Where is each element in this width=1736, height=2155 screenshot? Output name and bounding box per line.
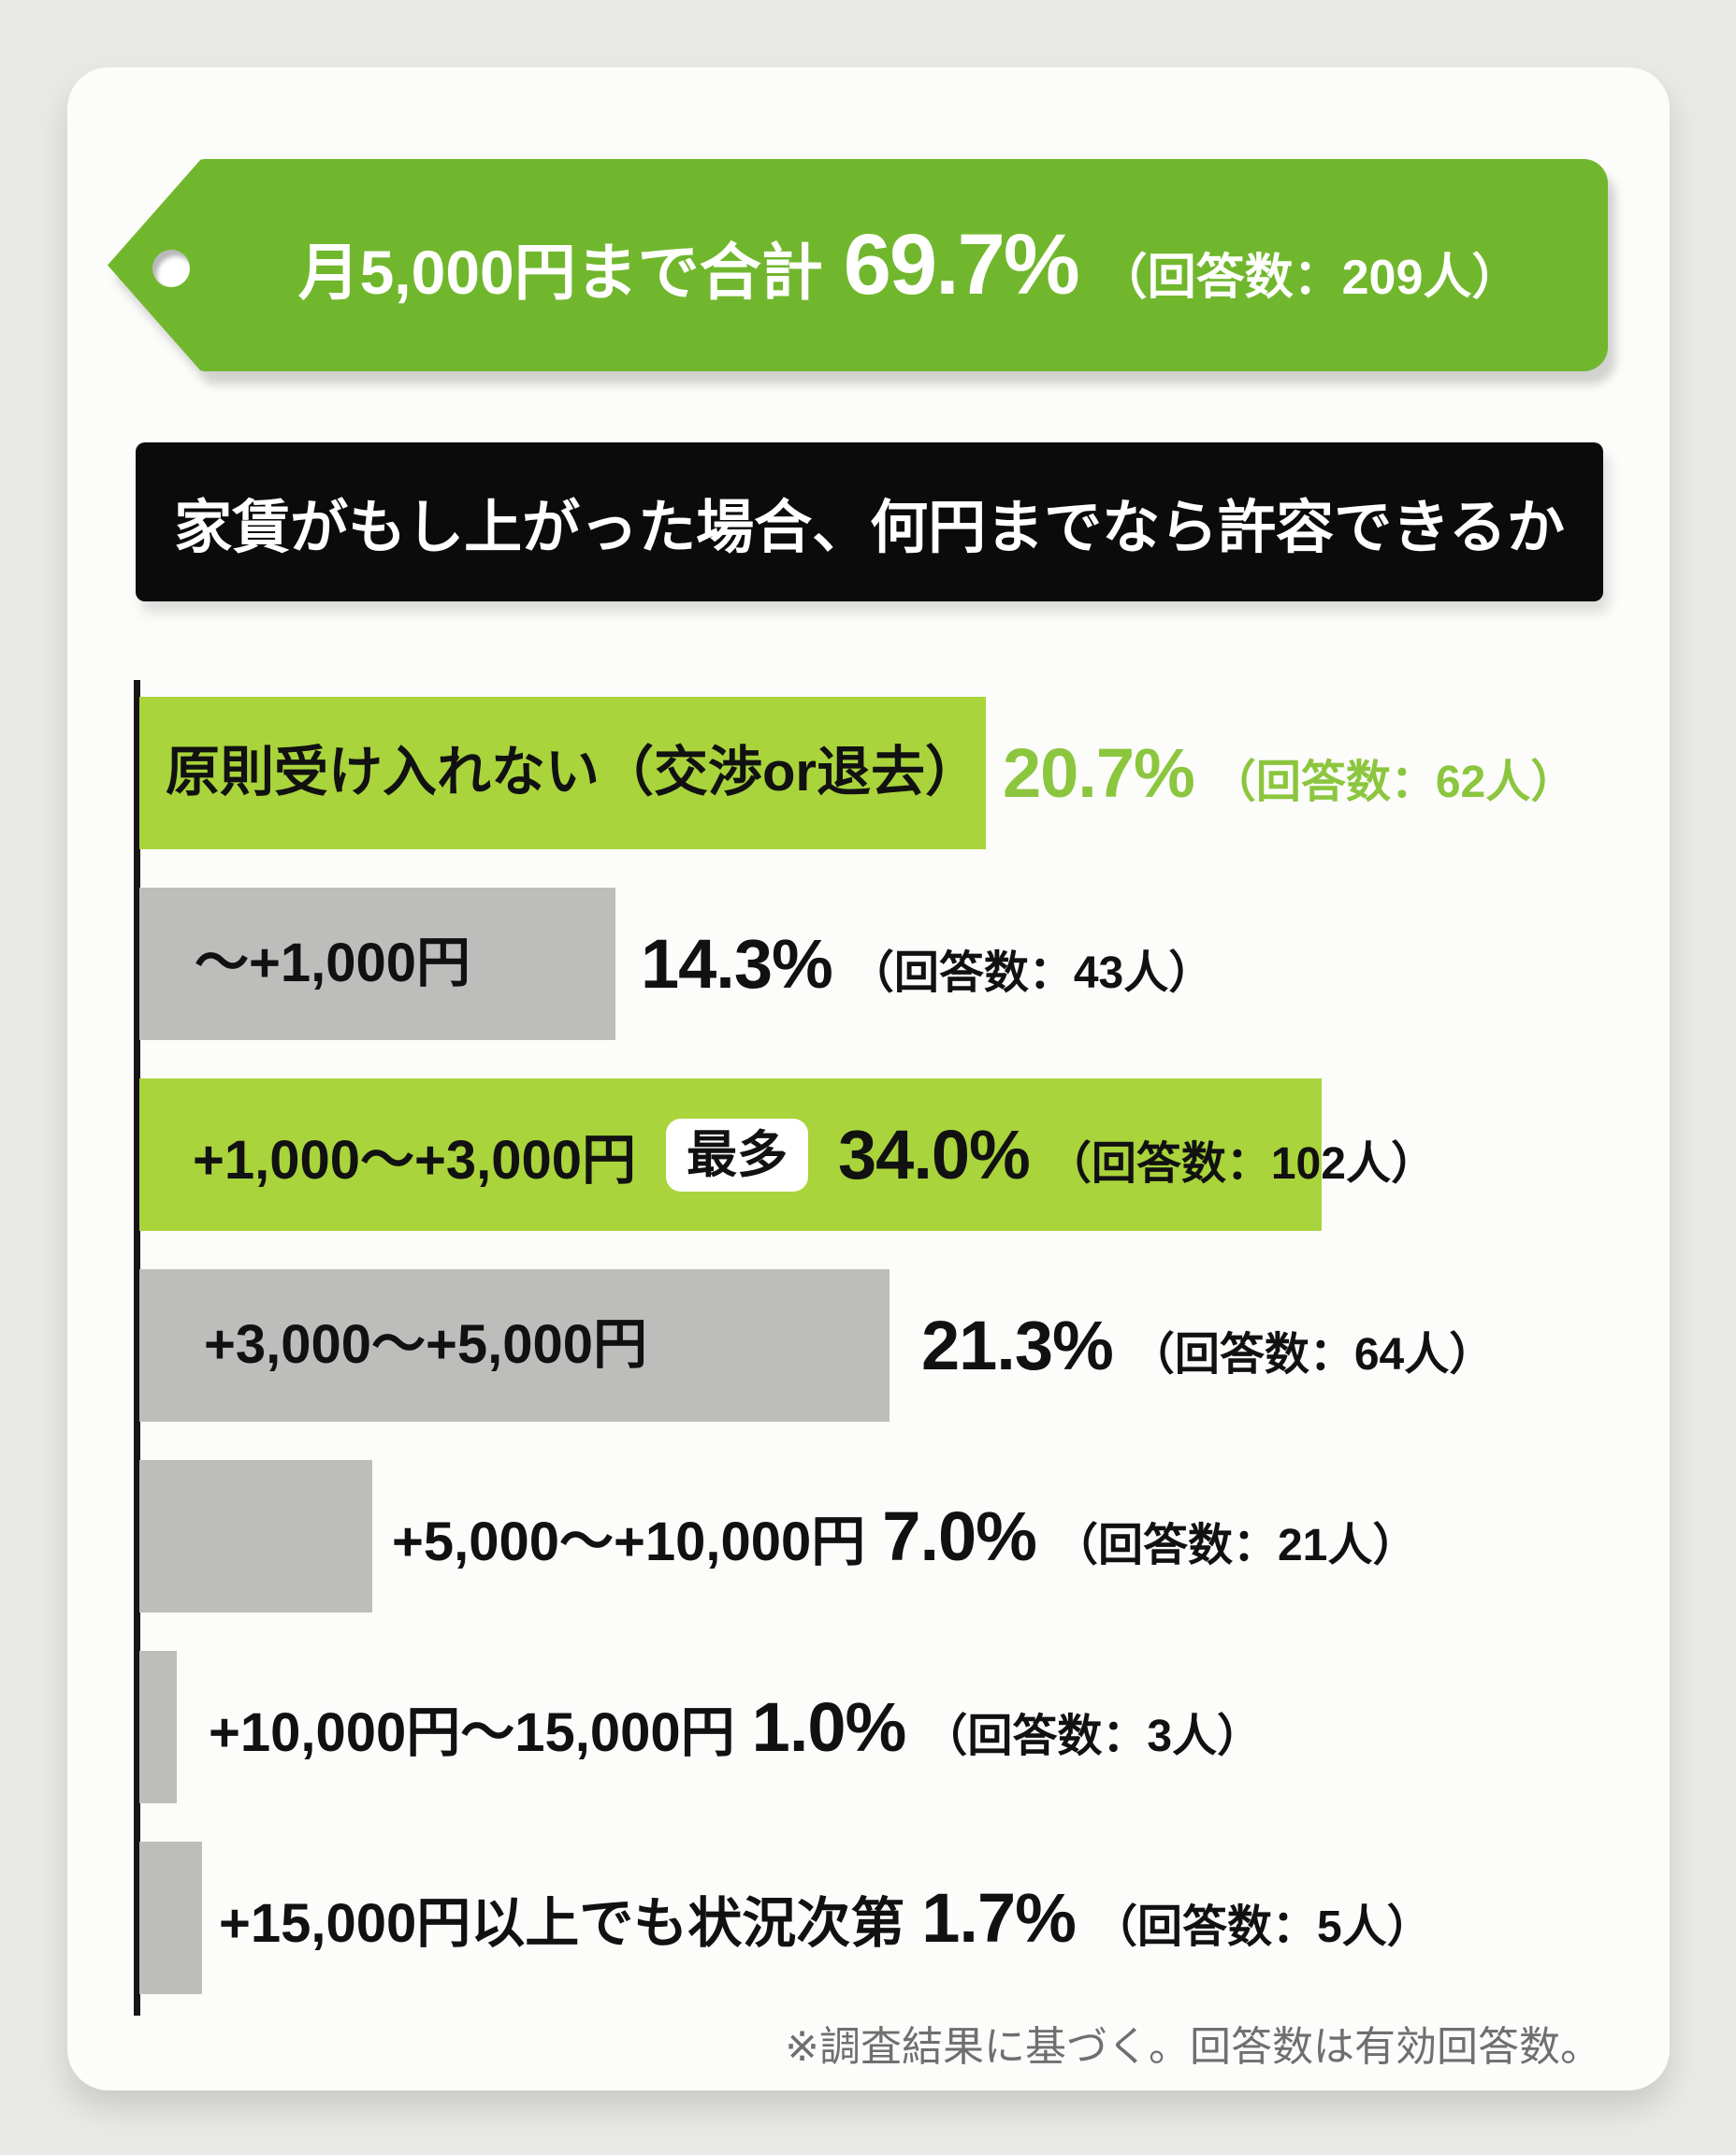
respondents-count: （回答数：43人） bbox=[848, 947, 1214, 998]
chart-axis bbox=[134, 680, 140, 2016]
respondents-count: （回答数：3人） bbox=[922, 1711, 1263, 1761]
percent-value: 14.3% bbox=[641, 924, 833, 1003]
summary-tag: 月5,000円まで合計 69.7% （回答数：209人） bbox=[108, 159, 1608, 371]
bar-row: +10,000円〜15,000円 1.0% （回答数：3人） bbox=[139, 1651, 1604, 1803]
tag-body-shape bbox=[197, 159, 1608, 371]
bar-row: 原則受け入れない（交渉or退去） 20.7% （回答数：62人） bbox=[139, 697, 1604, 849]
bar bbox=[139, 1269, 890, 1422]
bar-row: +1,000〜+3,000円 最多 34.0% （回答数：102人） bbox=[139, 1078, 1604, 1231]
percent-value: 21.3% bbox=[921, 1306, 1114, 1384]
respondents-count: （回答数：21人） bbox=[1052, 1520, 1418, 1570]
infographic-card: 月5,000円まで合計 69.7% （回答数：209人） 家賃がもし上がった場合… bbox=[67, 67, 1670, 2090]
summary-percent: 69.7% bbox=[843, 217, 1080, 312]
summary-label: 月5,000円まで合計 bbox=[297, 238, 823, 307]
tag-hole-icon bbox=[152, 250, 190, 287]
bar bbox=[139, 697, 986, 849]
bar-row: 〜+1,000円 14.3% （回答数：43人） bbox=[139, 888, 1604, 1040]
percent-value: 1.7% bbox=[921, 1878, 1077, 1957]
bar bbox=[139, 1651, 177, 1803]
percent-value: 7.0% bbox=[882, 1497, 1037, 1575]
percent-value: 34.0% bbox=[838, 1115, 1031, 1193]
bar-label: +10,000円〜15,000円 bbox=[209, 1701, 735, 1763]
respondents-count: （回答数：5人） bbox=[1092, 1902, 1432, 1952]
percent-value: 20.7% bbox=[1003, 733, 1195, 812]
summary-respondents: （回答数：209人） bbox=[1098, 251, 1521, 305]
bar-row: +15,000円以上でも状況次第 1.7% （回答数：5人） bbox=[139, 1842, 1604, 1994]
question-header: 家賃がもし上がった場合、何円までなら許容できるか bbox=[136, 442, 1603, 601]
footnote: ※調査結果に基づく。回答数は有効回答数。 bbox=[785, 2024, 1601, 2070]
max-badge: 最多 bbox=[666, 1118, 809, 1192]
percent-value: 1.0% bbox=[751, 1687, 907, 1766]
bar-row: +5,000〜+10,000円 7.0% （回答数：21人） bbox=[139, 1460, 1604, 1613]
bar-label: +1,000〜+3,000円 bbox=[193, 1129, 637, 1191]
summary-text: 月5,000円まで合計 69.7% （回答数：209人） bbox=[108, 159, 1608, 371]
bar bbox=[139, 1460, 372, 1613]
bar bbox=[139, 888, 615, 1040]
bar-label: +3,000〜+5,000円 bbox=[204, 1314, 648, 1376]
question-title: 家賃がもし上がった場合、何円までなら許容できるか bbox=[174, 496, 1565, 560]
respondents-count: （回答数：64人） bbox=[1129, 1329, 1495, 1380]
bar-row: +3,000〜+5,000円 21.3% （回答数：64人） bbox=[139, 1269, 1604, 1422]
bar-label: +15,000円以上でも状況次第 bbox=[219, 1892, 905, 1954]
respondents-count: （回答数：102人） bbox=[1046, 1138, 1436, 1189]
bar-label: 〜+1,000円 bbox=[195, 933, 471, 994]
bar-label: +5,000〜+10,000円 bbox=[392, 1511, 866, 1572]
respondents-count: （回答数：62人） bbox=[1210, 757, 1576, 807]
bar-label: 原則受け入れない（交渉or退去） bbox=[166, 742, 980, 803]
bar bbox=[139, 1842, 202, 1994]
